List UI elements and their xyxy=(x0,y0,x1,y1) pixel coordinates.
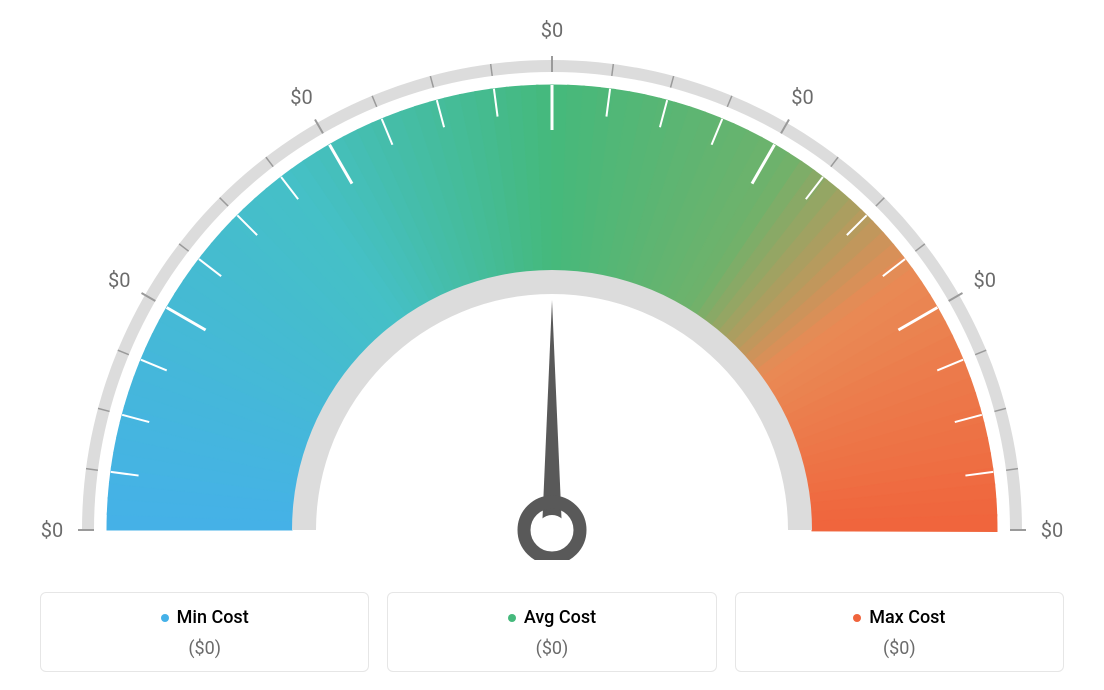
legend-dot-avg xyxy=(508,614,516,622)
legend-card-avg: Avg Cost ($0) xyxy=(387,592,716,673)
legend-label-avg: Avg Cost xyxy=(524,607,596,628)
scale-label: $0 xyxy=(1041,518,1063,542)
scale-label: $0 xyxy=(791,85,813,109)
cost-gauge-container: $0 $0 $0 $0 $0 $0 $0 Min Cost ($0) Avg Cost ($… xyxy=(0,0,1104,690)
legend-dot-min xyxy=(161,614,169,622)
legend-title-max: Max Cost xyxy=(853,607,945,628)
legend-value-max: ($0) xyxy=(746,638,1053,659)
scale-label: $0 xyxy=(41,518,63,542)
gauge-svg xyxy=(0,0,1104,560)
legend-label-max: Max Cost xyxy=(869,607,945,628)
legend-dot-max xyxy=(853,614,861,622)
scale-label: $0 xyxy=(108,268,130,292)
legend-row: Min Cost ($0) Avg Cost ($0) Max Cost ($0… xyxy=(40,592,1064,673)
legend-card-max: Max Cost ($0) xyxy=(735,592,1064,673)
legend-value-min: ($0) xyxy=(51,638,358,659)
legend-title-min: Min Cost xyxy=(161,607,249,628)
scale-label: $0 xyxy=(541,18,563,42)
gauge-chart: $0 $0 $0 $0 $0 $0 $0 xyxy=(0,0,1104,560)
legend-label-min: Min Cost xyxy=(177,607,249,628)
legend-value-avg: ($0) xyxy=(398,638,705,659)
legend-title-avg: Avg Cost xyxy=(508,607,596,628)
scale-label: $0 xyxy=(974,268,996,292)
scale-label: $0 xyxy=(290,85,312,109)
legend-card-min: Min Cost ($0) xyxy=(40,592,369,673)
